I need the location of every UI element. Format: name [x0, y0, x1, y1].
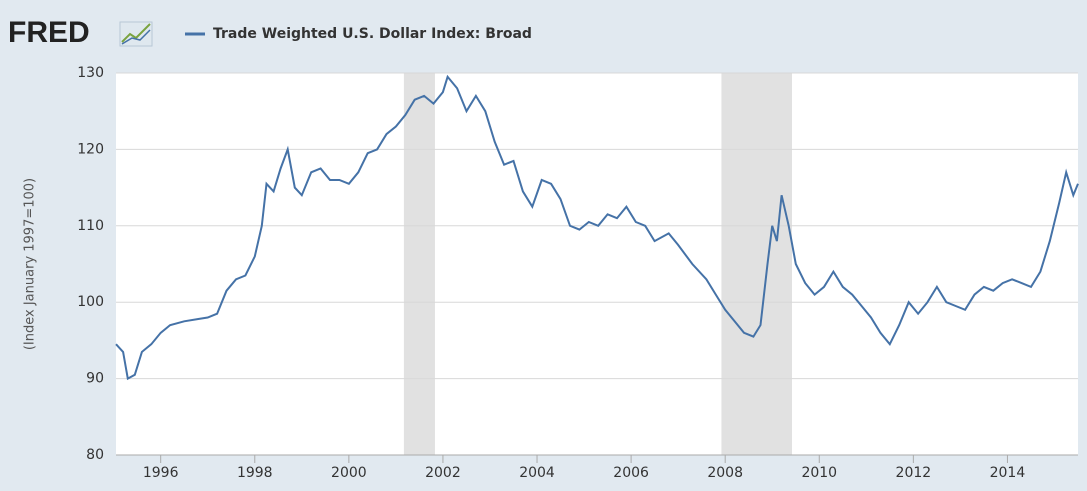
plot-area [116, 73, 1078, 455]
y-axis-label: (Index January 1997=100) [23, 178, 38, 350]
recession-band [721, 73, 792, 455]
recession-band [403, 73, 435, 455]
x-tick-label: 2014 [990, 465, 1026, 481]
y-tick-label: 100 [77, 294, 104, 310]
x-tick-label: 2006 [613, 465, 649, 481]
logo-icon [119, 21, 153, 47]
y-tick-label: 90 [86, 371, 104, 387]
x-tick-label: 1998 [237, 465, 273, 481]
series-line [115, 74, 1079, 381]
logo: FRED [8, 16, 90, 49]
y-tick-label: 120 [77, 141, 104, 157]
y-tick-label: 80 [86, 447, 104, 463]
x-tick-label: 2012 [896, 465, 932, 481]
x-tick-label: 2004 [519, 465, 555, 481]
x-tick-label: 2000 [331, 465, 367, 481]
x-tick-label: 2002 [425, 465, 461, 481]
y-tick-label: 130 [77, 65, 104, 81]
x-tick-label: 1996 [143, 465, 179, 481]
y-tick-label: 110 [77, 218, 104, 234]
x-tick-label: 2008 [707, 465, 743, 481]
x-tick-label: 2010 [801, 465, 837, 481]
legend-label: Trade Weighted U.S. Dollar Index: Broad [213, 26, 532, 42]
